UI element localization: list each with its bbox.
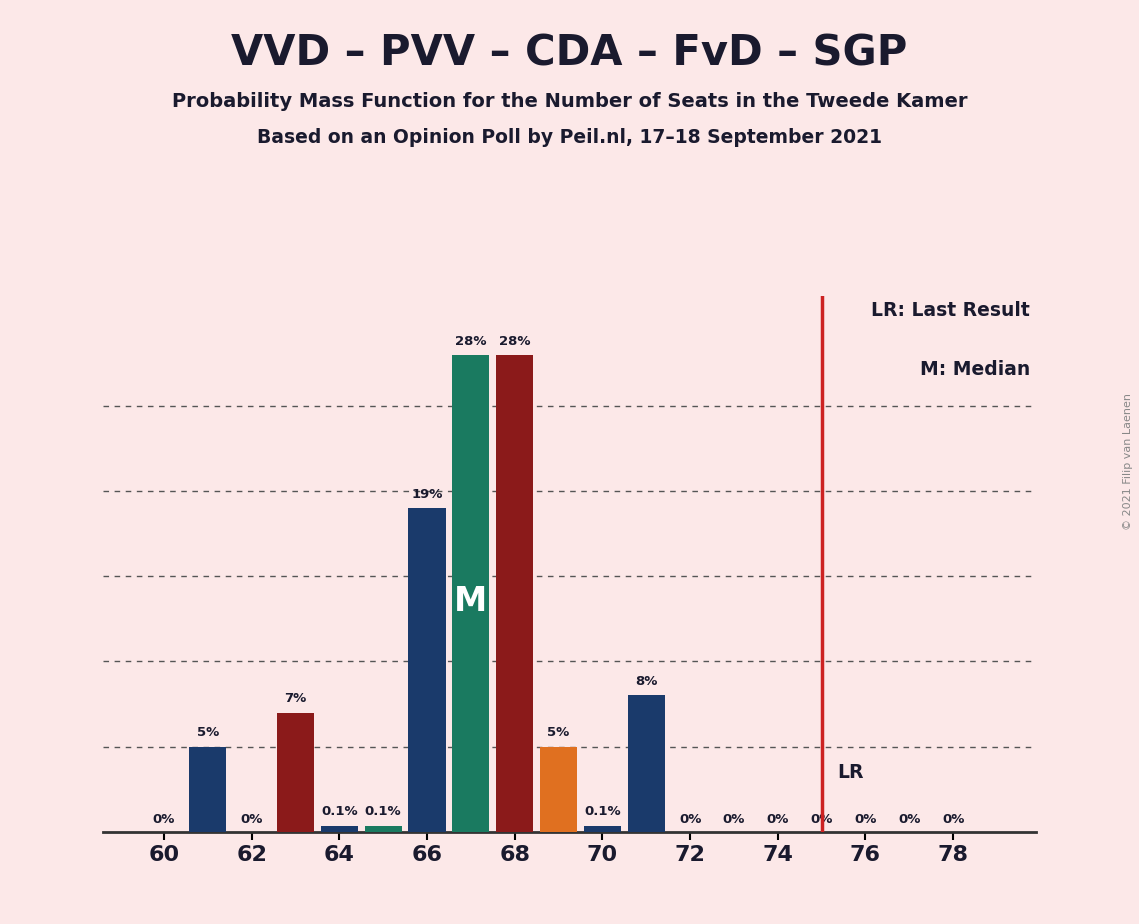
Text: 0%: 0% — [942, 812, 965, 826]
Text: 7%: 7% — [285, 692, 306, 705]
Text: 0%: 0% — [899, 812, 920, 826]
Bar — [540, 747, 577, 832]
Text: 8%: 8% — [636, 675, 657, 687]
Text: M: M — [454, 586, 487, 618]
Bar — [189, 747, 227, 832]
Bar — [628, 696, 665, 832]
Text: LR: Last Result: LR: Last Result — [871, 301, 1030, 320]
Text: 0%: 0% — [811, 812, 833, 826]
Text: 0%: 0% — [723, 812, 745, 826]
Text: 0%: 0% — [767, 812, 789, 826]
Bar — [584, 826, 621, 832]
Text: VVD – PVV – CDA – FvD – SGP: VVD – PVV – CDA – FvD – SGP — [231, 32, 908, 74]
Text: 5%: 5% — [548, 726, 570, 739]
Text: 0%: 0% — [854, 812, 877, 826]
Bar — [364, 826, 402, 832]
Text: Probability Mass Function for the Number of Seats in the Tweede Kamer: Probability Mass Function for the Number… — [172, 92, 967, 112]
Text: © 2021 Filip van Laenen: © 2021 Filip van Laenen — [1123, 394, 1132, 530]
Bar — [452, 355, 490, 832]
Text: 0.1%: 0.1% — [321, 805, 358, 818]
Text: 0%: 0% — [240, 812, 263, 826]
Text: 0%: 0% — [153, 812, 175, 826]
Bar — [497, 355, 533, 832]
Bar — [277, 712, 314, 832]
Text: Based on an Opinion Poll by Peil.nl, 17–18 September 2021: Based on an Opinion Poll by Peil.nl, 17–… — [257, 128, 882, 147]
Bar — [409, 508, 445, 832]
Text: LR: LR — [837, 762, 863, 782]
Text: 0.1%: 0.1% — [584, 805, 621, 818]
Bar — [321, 826, 358, 832]
Text: 28%: 28% — [499, 334, 531, 347]
Text: 19%: 19% — [411, 488, 443, 501]
Text: 28%: 28% — [456, 334, 486, 347]
Text: 0.1%: 0.1% — [364, 805, 401, 818]
Text: M: Median: M: Median — [919, 360, 1030, 380]
Text: 5%: 5% — [197, 726, 219, 739]
Text: 0%: 0% — [679, 812, 702, 826]
